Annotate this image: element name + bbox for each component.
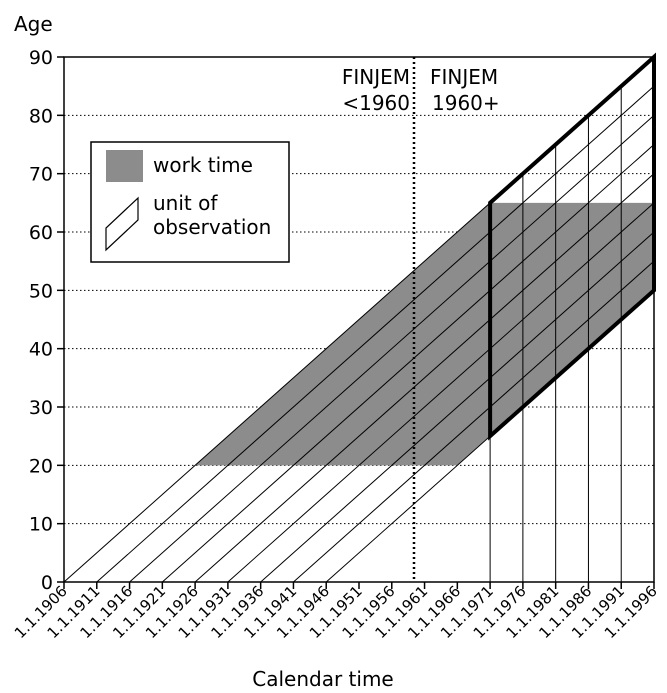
legend: work time unit of observation: [90, 141, 290, 263]
x-tick-labels: 1.1.19061.1.19111.1.19161.1.19211.1.1926…: [11, 582, 661, 642]
cohort-line-1916: [129, 114, 655, 583]
y-tick-label-60: 60: [29, 222, 53, 244]
cohort-line-1931: [227, 202, 655, 583]
y-tick-labels: 0 10 20 30 40 50 60 70 80 90: [29, 47, 64, 594]
y-tick-label-30: 30: [29, 397, 53, 419]
cohort-line-1911: [96, 85, 655, 583]
x-axis-title: Calendar time: [252, 667, 393, 691]
legend-label-work-time: work time: [153, 153, 253, 177]
y-axis-title: Age: [14, 12, 53, 36]
cohort-line-1921: [162, 144, 655, 583]
cohort-line-1941: [293, 260, 655, 583]
legend-swatch-work-time: [106, 150, 143, 182]
y-tick-label-40: 40: [29, 339, 53, 361]
y-tick-label-70: 70: [29, 164, 53, 186]
work-time-region: [195, 202, 654, 466]
y-tick-label-80: 80: [29, 105, 53, 127]
svg-text:1960+: 1960+: [432, 91, 500, 115]
y-tick-label-20: 20: [29, 455, 53, 477]
y-tick-label-0: 0: [41, 572, 53, 594]
svg-text:<1960: <1960: [342, 91, 410, 115]
svg-text:FINJEM: FINJEM: [342, 65, 410, 89]
cohort-line-1926: [194, 173, 655, 583]
period-label-right: FINJEM 1960+: [430, 65, 500, 115]
y-tick-label-50: 50: [29, 280, 53, 302]
work-time-area: [195, 202, 654, 466]
legend-label-unit-of-observation: unit of: [153, 191, 218, 215]
period-label-left: FINJEM <1960: [342, 65, 410, 115]
svg-text:FINJEM: FINJEM: [430, 65, 498, 89]
y-tick-label-10: 10: [29, 514, 53, 536]
legend-label-unit-of-observation-2: observation: [153, 215, 271, 239]
y-tick-label-90: 90: [29, 47, 53, 69]
legend-swatch-unit-of-observation: [105, 196, 139, 252]
